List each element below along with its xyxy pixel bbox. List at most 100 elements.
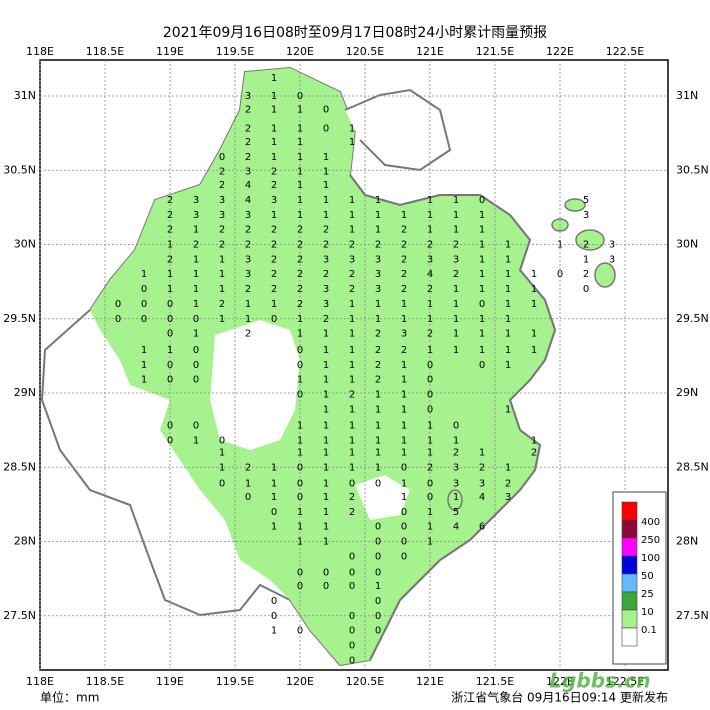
station-value: 2 <box>245 240 251 251</box>
station-value: 1 <box>583 254 589 265</box>
island <box>564 198 586 212</box>
station-value: 1 <box>479 345 485 356</box>
station-value: 0 <box>115 314 121 325</box>
station-value: 2 <box>401 345 407 356</box>
station-value: 1 <box>271 91 277 102</box>
station-value: 1 <box>271 210 277 221</box>
lat-label: 29N <box>14 386 36 399</box>
station-value: 1 <box>323 195 329 206</box>
station-value: 4 <box>245 195 251 206</box>
station-value: 1 <box>505 254 511 265</box>
station-value: 1 <box>401 389 407 400</box>
station-value: 1 <box>193 436 199 447</box>
station-value: 1 <box>349 345 355 356</box>
station-value: 0 <box>479 299 485 310</box>
station-value: 4 <box>479 492 485 503</box>
station-value: 1 <box>531 345 537 356</box>
station-value: 0 <box>297 492 303 503</box>
station-value: 2 <box>349 389 355 400</box>
station-value: 1 <box>271 492 277 503</box>
station-value: 2 <box>427 240 433 251</box>
station-value: 3 <box>479 479 485 490</box>
station-value: 0 <box>271 507 277 518</box>
station-value: 1 <box>323 462 329 473</box>
station-value: 1 <box>401 492 407 503</box>
station-value: 1 <box>297 167 303 178</box>
station-value: 1 <box>297 447 303 458</box>
legend-swatch <box>621 573 638 593</box>
station-value: 1 <box>193 225 199 236</box>
legend-label: 25 <box>641 589 654 600</box>
station-value: 1 <box>427 210 433 221</box>
station-value: 0 <box>167 299 173 310</box>
station-value: 2 <box>583 269 589 280</box>
station-value: 1 <box>323 447 329 458</box>
station-value: 1 <box>297 124 303 135</box>
station-value: 1 <box>297 436 303 447</box>
station-value: 3 <box>193 210 199 221</box>
station-value: 2 <box>349 269 355 280</box>
station-value: 1 <box>453 195 459 206</box>
station-value: 2 <box>375 240 381 251</box>
station-value: 2 <box>375 345 381 356</box>
station-value: 1 <box>531 284 537 295</box>
station-value: 1 <box>349 447 355 458</box>
station-value: 1 <box>167 240 173 251</box>
station-value: 2 <box>245 152 251 163</box>
station-value: 3 <box>453 479 459 490</box>
station-value: 2 <box>271 284 277 295</box>
lon-label: 118.5E <box>86 45 124 58</box>
station-value: 3 <box>323 284 329 295</box>
station-value: 0 <box>375 596 381 607</box>
station-value: 3 <box>245 167 251 178</box>
station-value: 1 <box>453 492 459 503</box>
station-value: 1 <box>375 581 381 592</box>
station-value: 1 <box>271 522 277 533</box>
station-value: 2 <box>219 180 225 191</box>
station-value: 1 <box>349 137 355 148</box>
station-value: 1 <box>375 447 381 458</box>
station-value: 2 <box>245 284 251 295</box>
station-value: 1 <box>453 210 459 221</box>
station-value: 1 <box>479 284 485 295</box>
station-value: 1 <box>323 522 329 533</box>
station-value: 1 <box>323 360 329 371</box>
station-value: 0 <box>297 581 303 592</box>
station-value: 0 <box>219 479 225 490</box>
station-value: 1 <box>193 254 199 265</box>
station-value: 0 <box>271 596 277 607</box>
station-value: 1 <box>427 421 433 432</box>
station-value: 0 <box>115 299 121 310</box>
station-value: 0 <box>167 375 173 386</box>
station-value: 1 <box>375 195 381 206</box>
station-value: 1 <box>323 537 329 548</box>
station-value: 1 <box>219 447 225 458</box>
station-value: 2 <box>245 137 251 148</box>
station-value: 1 <box>219 254 225 265</box>
rain-area <box>90 68 555 665</box>
station-value: 2 <box>271 225 277 236</box>
station-value: 0 <box>297 568 303 579</box>
station-value: 0 <box>427 375 433 386</box>
station-value: 1 <box>297 537 303 548</box>
station-value: 3 <box>583 210 589 221</box>
station-value: 1 <box>505 314 511 325</box>
lat-label: 30N <box>676 238 698 251</box>
station-value: 0 <box>349 640 355 651</box>
lat-label: 27.5N <box>676 609 709 622</box>
station-value: 1 <box>219 269 225 280</box>
station-value: 1 <box>453 225 459 236</box>
lon-label: 120.5E <box>346 675 384 688</box>
station-value: 3 <box>401 329 407 340</box>
island <box>447 489 463 511</box>
station-value: 2 <box>245 329 251 340</box>
station-value: 1 <box>323 436 329 447</box>
legend-label: 250 <box>641 535 660 546</box>
legend-swatch <box>621 555 638 575</box>
station-value: 1 <box>401 299 407 310</box>
lon-label: 122E <box>546 45 574 58</box>
lat-label: 30.5N <box>3 163 36 176</box>
legend-label: 100 <box>641 553 660 564</box>
lon-label: 121E <box>416 675 444 688</box>
